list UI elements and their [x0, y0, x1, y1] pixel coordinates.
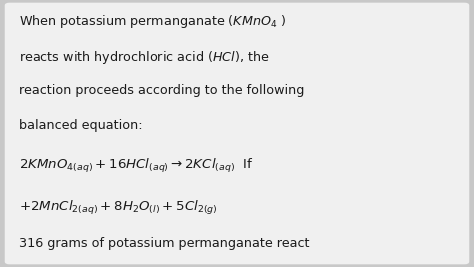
Text: When potassium permanganate ($KMnO_4$ ): When potassium permanganate ($KMnO_4$ )	[19, 13, 286, 30]
FancyBboxPatch shape	[5, 3, 469, 264]
Text: balanced equation:: balanced equation:	[19, 119, 143, 132]
Text: $+ 2MnCl_{2(aq)} + 8H_2O_{(l)} + 5Cl_{2(g)}$: $+ 2MnCl_{2(aq)} + 8H_2O_{(l)} + 5Cl_{2(…	[19, 199, 218, 217]
Text: reaction proceeds according to the following: reaction proceeds according to the follo…	[19, 84, 304, 97]
Text: $2KMnO_{4(aq)} + 16HCl_{(aq)} \rightarrow 2KCl_{(aq)}$  If: $2KMnO_{4(aq)} + 16HCl_{(aq)} \rightarro…	[19, 157, 254, 175]
Text: reacts with hydrochloric acid ($HCl$), the: reacts with hydrochloric acid ($HCl$), t…	[19, 49, 270, 66]
Text: 316 grams of potassium permanganate react: 316 grams of potassium permanganate reac…	[19, 237, 310, 250]
